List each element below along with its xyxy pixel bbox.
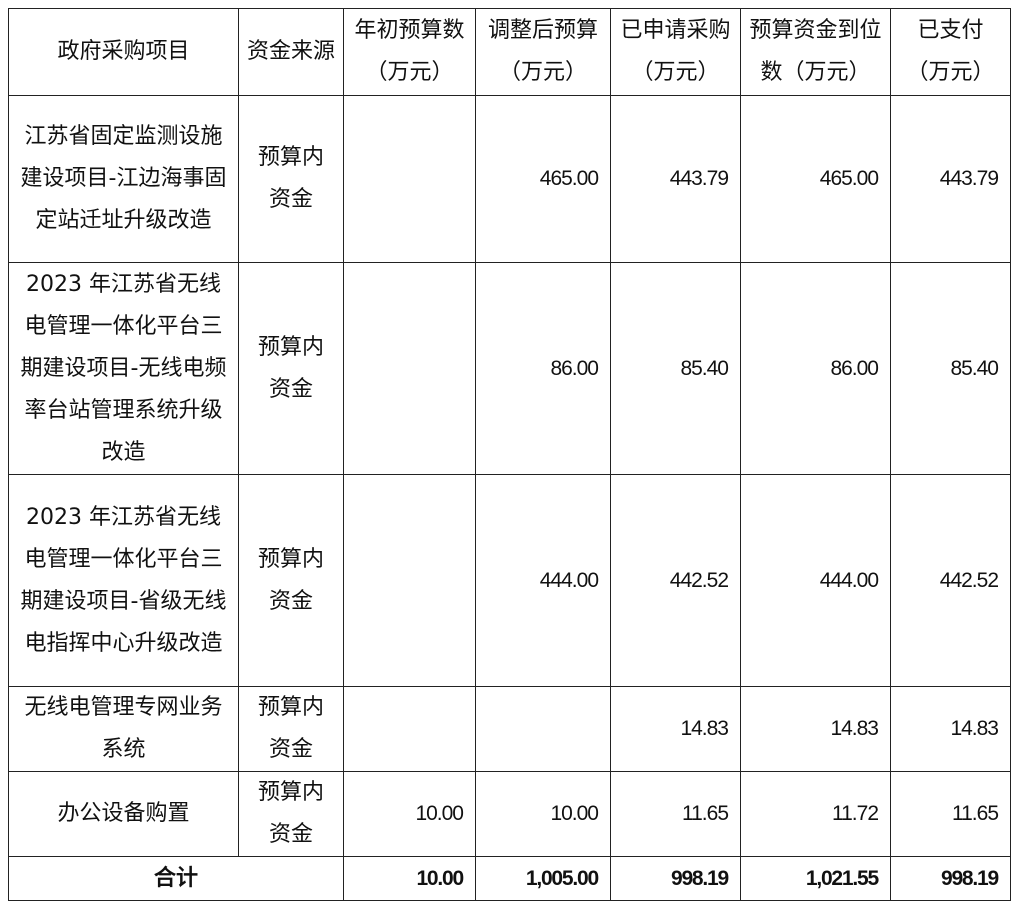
total-applied: 998.19 — [610, 856, 741, 901]
cell-applied: 85.40 — [610, 262, 741, 475]
header-initial: 年初预算数（万元） — [343, 8, 476, 96]
header-applied: 已申请采购（万元） — [610, 8, 741, 96]
cell-initial — [343, 262, 476, 475]
cell-arrived: 11.72 — [740, 771, 891, 857]
cell-initial — [343, 95, 476, 263]
table-row: 江苏省固定监测设施建设项目-江边海事固定站迁址升级改造 预算内资金 465.00 44… — [8, 95, 1011, 263]
total-paid: 998.19 — [890, 856, 1011, 901]
cell-paid: 443.79 — [890, 95, 1011, 263]
cell-arrived: 86.00 — [740, 262, 891, 475]
cell-arrived: 14.83 — [740, 686, 891, 772]
cell-paid: 85.40 — [890, 262, 1011, 475]
table-row: 办公设备购置 预算内资金 10.00 10.00 11.65 11.72 11.65 — [8, 771, 1011, 857]
procurement-table: 政府采购项目 资金来源 年初预算数（万元） 调整后预算（万元） 已申请采购（万元… — [8, 8, 1011, 901]
total-label: 合计 — [8, 856, 344, 901]
cell-initial: 10.00 — [343, 771, 476, 857]
header-project: 政府采购项目 — [8, 8, 239, 96]
cell-source: 预算内资金 — [238, 686, 344, 772]
cell-project: 江苏省固定监测设施建设项目-江边海事固定站迁址升级改造 — [8, 95, 239, 263]
cell-applied: 442.52 — [610, 474, 741, 687]
table-row: 2023 年江苏省无线电管理一体化平台三期建设项目-省级无线电指挥中心升级改造预… — [8, 474, 1011, 687]
header-row: 政府采购项目 资金来源 年初预算数（万元） 调整后预算（万元） 已申请采购（万元… — [8, 8, 1011, 96]
cell-paid: 442.52 — [890, 474, 1011, 687]
cell-adjusted: 10.00 — [475, 771, 611, 857]
cell-source: 预算内资金 — [238, 262, 344, 475]
table-row: 2023 年江苏省无线电管理一体化平台三期建设项目-无线电频率台站管理系统升级改… — [8, 262, 1011, 475]
cell-source: 预算内资金 — [238, 95, 344, 263]
cell-adjusted: 465.00 — [475, 95, 611, 263]
cell-initial — [343, 686, 476, 772]
cell-applied: 443.79 — [610, 95, 741, 263]
table-row: 无线电管理专网业务系统 预算内资金 14.83 14.83 14.83 — [8, 686, 1011, 772]
cell-applied: 11.65 — [610, 771, 741, 857]
cell-adjusted: 86.00 — [475, 262, 611, 475]
cell-paid: 14.83 — [890, 686, 1011, 772]
total-adjusted: 1,005.00 — [475, 856, 611, 901]
cell-adjusted: 444.00 — [475, 474, 611, 687]
cell-source: 预算内资金 — [238, 771, 344, 857]
header-arrived: 预算资金到位数（万元） — [740, 8, 891, 96]
cell-project: 无线电管理专网业务系统 — [8, 686, 239, 772]
cell-arrived: 465.00 — [740, 95, 891, 263]
cell-source: 预算内资金 — [238, 474, 344, 687]
total-row: 合计 10.00 1,005.00 998.19 1,021.55 998.19 — [8, 856, 1011, 901]
header-adjusted: 调整后预算（万元） — [475, 8, 611, 96]
header-paid: 已支付（万元） — [890, 8, 1011, 96]
cell-adjusted — [475, 686, 611, 772]
total-initial: 10.00 — [343, 856, 476, 901]
cell-applied: 14.83 — [610, 686, 741, 772]
cell-project: 2023 年江苏省无线电管理一体化平台三期建设项目-省级无线电指挥中心升级改造 — [8, 474, 239, 687]
cell-arrived: 444.00 — [740, 474, 891, 687]
header-source: 资金来源 — [238, 8, 344, 96]
cell-project: 2023 年江苏省无线电管理一体化平台三期建设项目-无线电频率台站管理系统升级改… — [8, 262, 239, 475]
cell-paid: 11.65 — [890, 771, 1011, 857]
total-arrived: 1,021.55 — [740, 856, 891, 901]
cell-project: 办公设备购置 — [8, 771, 239, 857]
cell-initial — [343, 474, 476, 687]
